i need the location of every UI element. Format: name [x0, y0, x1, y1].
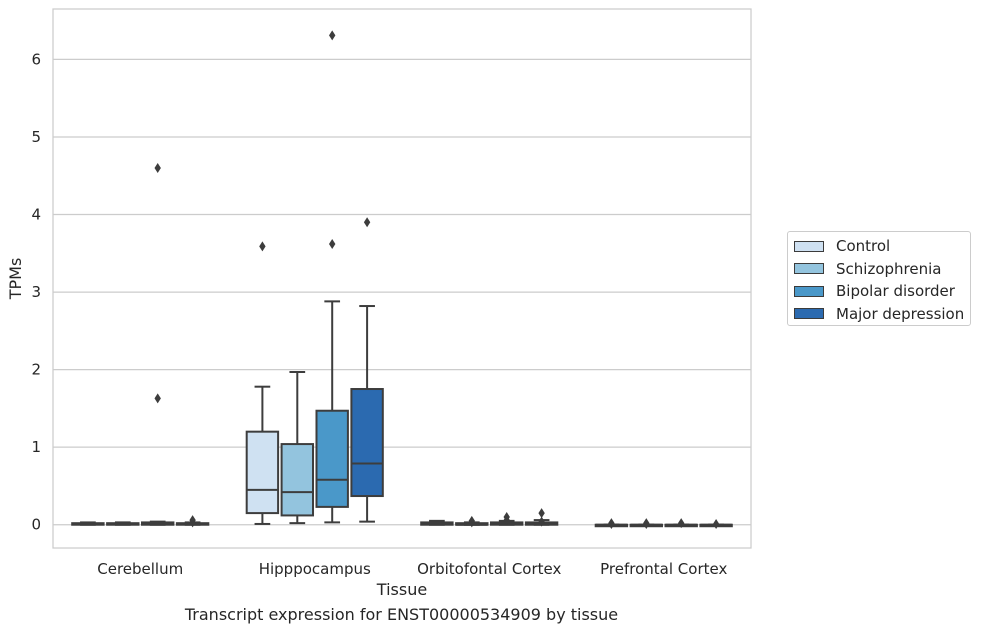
outlier-point-0: [538, 508, 545, 519]
legend-item-3: Major depression: [794, 304, 964, 324]
box-1-2: [455, 515, 489, 528]
x-tick-label-0: Cerebellum: [97, 560, 183, 578]
box-1-3: [629, 518, 664, 529]
legend-swatch: [794, 263, 824, 274]
y-axis-label: TPMs: [6, 258, 25, 301]
box-2-2: [489, 511, 524, 526]
chart-caption: Transcript expression for ENST0000053490…: [184, 605, 619, 624]
legend-swatch: [794, 285, 824, 297]
box-0-3: [594, 518, 629, 529]
box-3-3: [699, 518, 733, 529]
legend-label: Bipolar disorder: [836, 282, 955, 300]
outlier-point-0: [329, 238, 336, 249]
outlier-point-1: [329, 30, 336, 41]
grid-lines: [53, 58, 751, 526]
y-tick-label-2: 2: [31, 361, 41, 379]
legend-label: Major depression: [836, 304, 965, 323]
box-body: [315, 409, 349, 508]
y-axis-ticks: 0 1 2 3 4 5 6: [31, 50, 41, 533]
outlier-point-1: [608, 518, 615, 529]
outlier-point-0: [259, 241, 266, 252]
outlier-point-1: [538, 516, 545, 527]
box-body: [245, 430, 280, 515]
legend-label: Control: [836, 237, 891, 255]
box-0-2: [420, 519, 454, 526]
box-0-0: [71, 521, 105, 526]
outlier-point-0: [363, 217, 371, 228]
box-2-1: [315, 30, 349, 524]
y-tick-label-5: 5: [31, 128, 41, 146]
legend-item-0: Control: [794, 236, 890, 256]
box-body: [280, 443, 315, 517]
outlier-point-0: [712, 518, 720, 529]
x-axis-label: Tissue: [376, 580, 427, 599]
x-tick-label-3: Prefrontal Cortex: [600, 560, 727, 578]
plot-frame: [52, 8, 752, 549]
box-1-0: [106, 521, 140, 526]
box-3-1: [350, 217, 384, 523]
box-plot-marks: [71, 30, 733, 529]
outlier-point-1: [189, 517, 196, 528]
y-tick-label-0: 0: [31, 516, 41, 534]
box-body: [350, 388, 384, 498]
legend-swatch: [794, 240, 824, 252]
outlier-point-1: [643, 518, 650, 529]
box-0-1: [245, 241, 280, 525]
outlier-point-1: [503, 515, 510, 526]
box-2-3: [664, 518, 698, 529]
y-tick-label-4: 4: [31, 206, 41, 224]
outlier-point-1: [468, 517, 475, 528]
x-tick-label-2: Orbitofontal Cortex: [417, 560, 561, 578]
legend-label: Schizophrenia: [836, 259, 942, 278]
box-1-1: [280, 370, 315, 525]
y-tick-label-1: 1: [31, 438, 41, 456]
outlier-point-1: [154, 393, 161, 404]
legend-item-2: Bipolar disorder: [794, 281, 955, 301]
y-tick-label-6: 6: [31, 50, 41, 68]
outlier-point-0: [154, 162, 161, 173]
x-axis-ticks: Cerebellum Hipppocampus Orbitofontal Corte…: [97, 560, 727, 578]
legend-swatch: [794, 308, 824, 319]
box-3-2: [524, 508, 559, 527]
y-tick-label-3: 3: [31, 283, 41, 301]
x-tick-label-1: Hipppocampus: [259, 560, 371, 578]
legend: Control Schizophrenia Bipolar disorder Majo…: [787, 231, 971, 326]
outlier-point-0: [678, 518, 685, 529]
box-3-0: [175, 515, 210, 528]
legend-item-1: Schizophrenia: [794, 259, 941, 279]
box-2-0: [140, 162, 175, 526]
